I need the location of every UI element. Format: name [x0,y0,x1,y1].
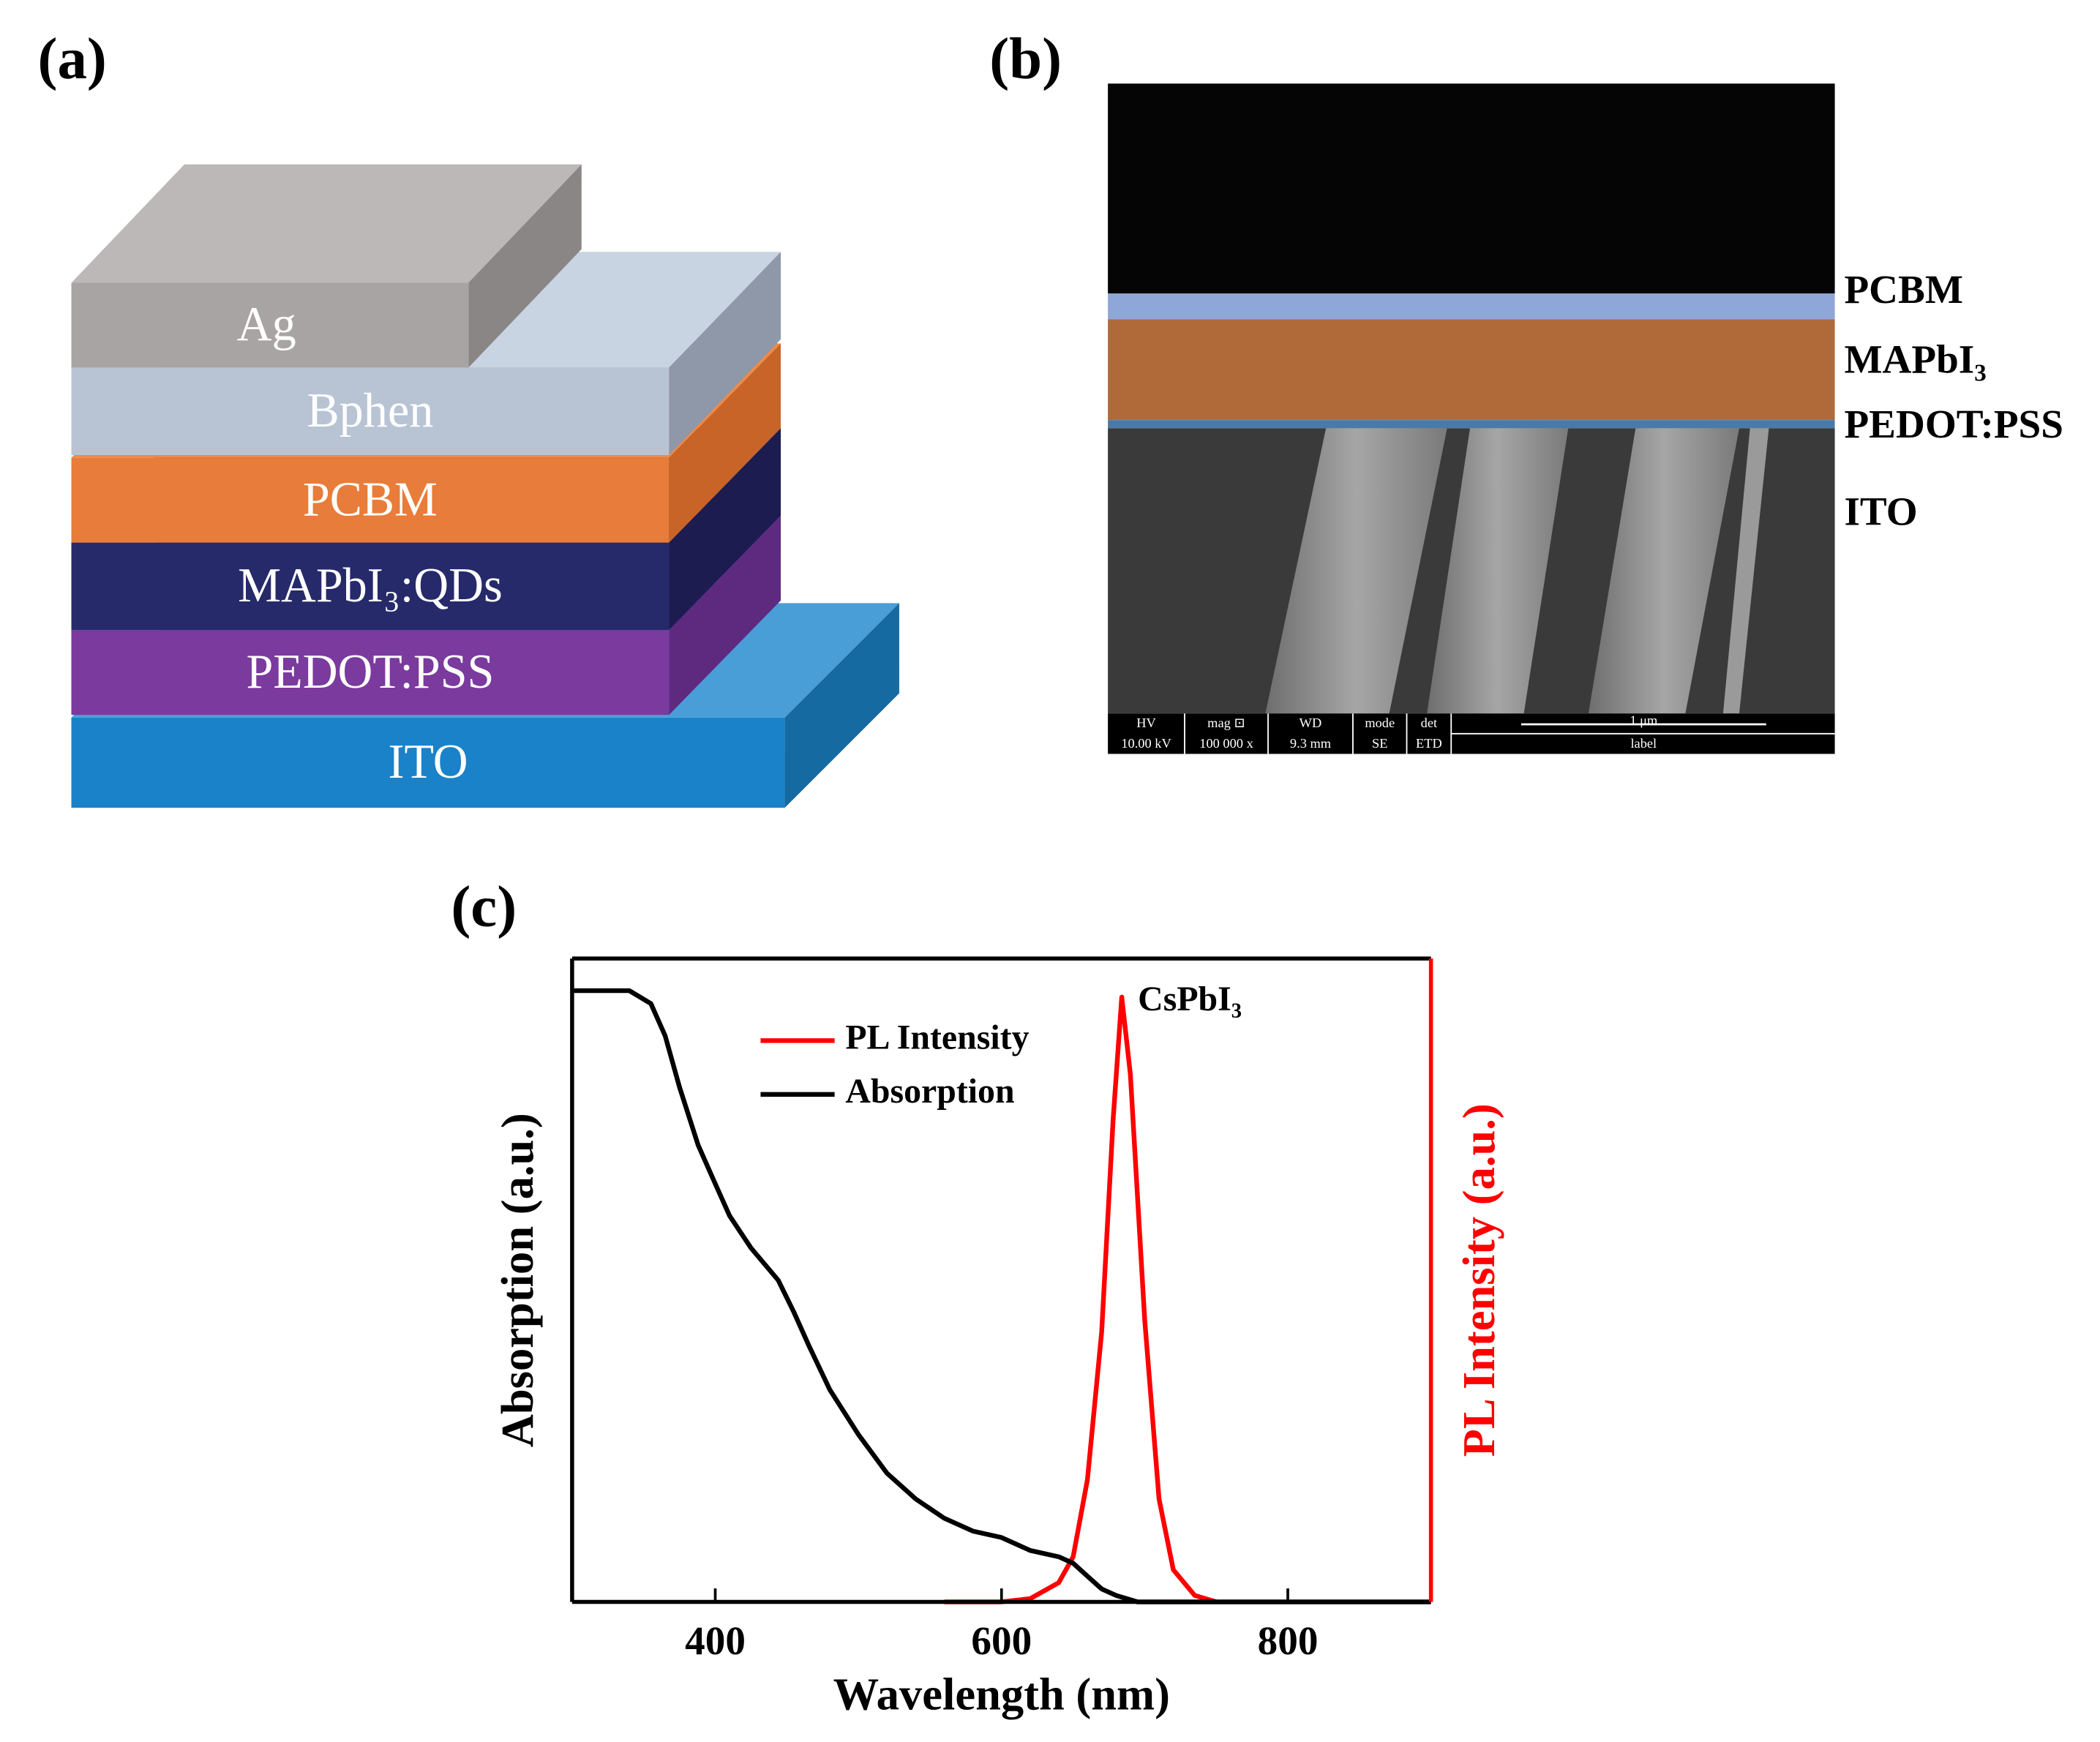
databar-text: 100 000 x [1199,736,1253,751]
layer-front [71,457,670,543]
sem-layer-label: ITO [1844,489,1917,533]
layer-label: Bphen [307,384,433,438]
series-line [571,988,1431,1604]
annotation: CsPbI₃ [1138,980,1242,1018]
y2-axis-label: PL Intensity (a.u.) [1453,1103,1504,1457]
layer-label: PCBM [303,473,438,526]
databar-text: 10.00 kV [1121,736,1171,751]
databar-text: 1 μm [1630,713,1657,728]
sem-layer-label: PCBM [1844,267,1962,312]
legend-label: PL Intensity [845,1018,1029,1056]
x-tick-label: 600 [971,1618,1032,1663]
sem-pillar [1265,428,1447,714]
layer-front [71,367,670,456]
databar-text: 9.3 mm [1290,736,1331,751]
sem-layer-label: MAPbI₃ [1844,337,1986,382]
sem-pcbm [1108,293,1835,320]
layer-label: PEDOT:PSS [246,645,494,699]
panel-label: (c) [451,874,517,939]
layer-front [71,717,785,808]
databar-text: mag ⊡ [1207,716,1245,730]
sem-pedot [1108,420,1835,429]
chart: PL Intensity Absorption 400 600 800 Wavelengt… [492,956,1504,1719]
sem-layer-label: PEDOT:PSS [1844,402,2063,446]
layer-label: Ag [237,298,296,351]
layer-front [71,282,469,368]
layer-front [71,542,670,631]
databar-text: ETD [1416,736,1442,751]
layer-label: MAPbI₃:QDs [238,559,503,612]
databar-text: WD [1300,716,1322,730]
layer-side [468,164,582,368]
x-axis-label: Wavelength (nm) [833,1668,1170,1719]
databar-text: HV [1136,716,1156,730]
databar-text: mode [1365,716,1395,730]
series-line [944,994,1218,1604]
layer-side [669,343,781,543]
layer-side [784,603,899,808]
y-axis-label: Absorption (a.u.) [492,1113,543,1447]
databar-text: label [1630,736,1657,751]
layer-side [669,252,781,456]
sem-pillar [1427,428,1569,714]
x-tick-label: 400 [685,1618,746,1663]
layer-label: ITO [388,735,468,789]
layer-side [669,428,781,631]
sem-pillar [1722,428,1769,714]
layer-side [669,515,781,716]
layer-top [71,164,582,283]
sem-vacuum [1108,83,1835,294]
databar-text: SE [1372,736,1387,751]
layer-front [71,630,670,716]
databar-text: det [1421,716,1437,730]
legend-label: Absorption [845,1072,1014,1111]
sem-mapbi3 [1108,319,1835,421]
sem-pillar [1588,428,1739,714]
panel-label: (a) [38,26,107,91]
sem-image: PCBM MAPbI₃ PEDOT:PSS ITO HV 10.00 kV mag ⊡ 100… [1108,83,2063,754]
x-tick-label: 800 [1258,1618,1319,1663]
panel-label: (b) [989,26,1062,91]
